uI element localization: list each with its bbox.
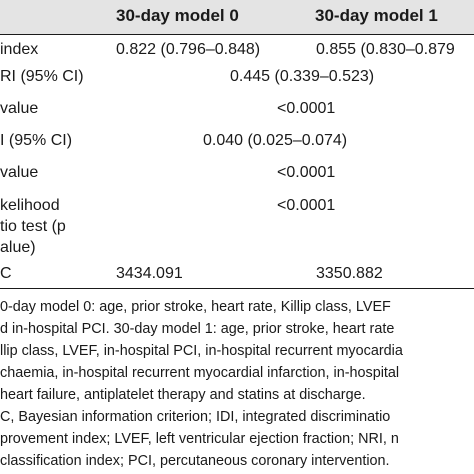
cell-p-value-nri: <0.0001 (277, 100, 336, 117)
footnote-line-5: heart failure, antiplatelet therapy and … (0, 387, 366, 403)
cell-idi: 0.040 (0.025–0.074) (203, 132, 348, 149)
row-label-likelihood-line-3: alue) (0, 239, 36, 256)
footnote-line-1: 0-day model 0: age, prior stroke, heart … (0, 299, 391, 315)
row-label-p-value-nri: value (0, 100, 39, 117)
cell-p-value-idi: <0.0001 (277, 164, 336, 181)
footnote-line-4: chaemia, in-hospital recurrent myocardia… (0, 365, 400, 381)
column-header-model-0: 30-day model 0 (116, 6, 239, 25)
cell-likelihood-ratio: <0.0001 (277, 197, 336, 214)
row-label-index: index (0, 41, 39, 58)
cell-bic-model-1: 3350.882 (316, 265, 383, 282)
row-label-bic: C (0, 265, 12, 282)
row-label-likelihood-line-2: tio test (p (0, 218, 66, 235)
cell-index-model-1: 0.855 (0.830–0.879 (316, 41, 455, 58)
table-bottom-rule (0, 288, 474, 289)
row-label-nri: RI (95% CI) (0, 68, 84, 85)
cell-nri: 0.445 (0.339–0.523) (230, 68, 375, 85)
table-header-band (0, 0, 474, 34)
header-rule (0, 34, 474, 35)
footnote-line-2: d in-hospital PCI. 30-day model 1: age, … (0, 321, 395, 337)
footnote-line-3: llip class, LVEF, in-hospital PCI, in-ho… (0, 343, 403, 359)
footnote-line-6: C, Bayesian information criterion; IDI, … (0, 409, 391, 425)
cell-index-model-0: 0.822 (0.796–0.848) (116, 41, 261, 58)
column-header-model-1: 30-day model 1 (315, 6, 438, 25)
cell-bic-model-0: 3434.091 (116, 265, 183, 282)
row-label-idi: I (95% CI) (0, 132, 73, 149)
row-label-likelihood-line-1: kelihood (0, 197, 60, 214)
row-label-p-value-idi: value (0, 164, 39, 181)
footnote-line-7: provement index; LVEF, left ventricular … (0, 431, 399, 447)
footnote-line-8: classification index; PCI, percutaneous … (0, 453, 390, 469)
